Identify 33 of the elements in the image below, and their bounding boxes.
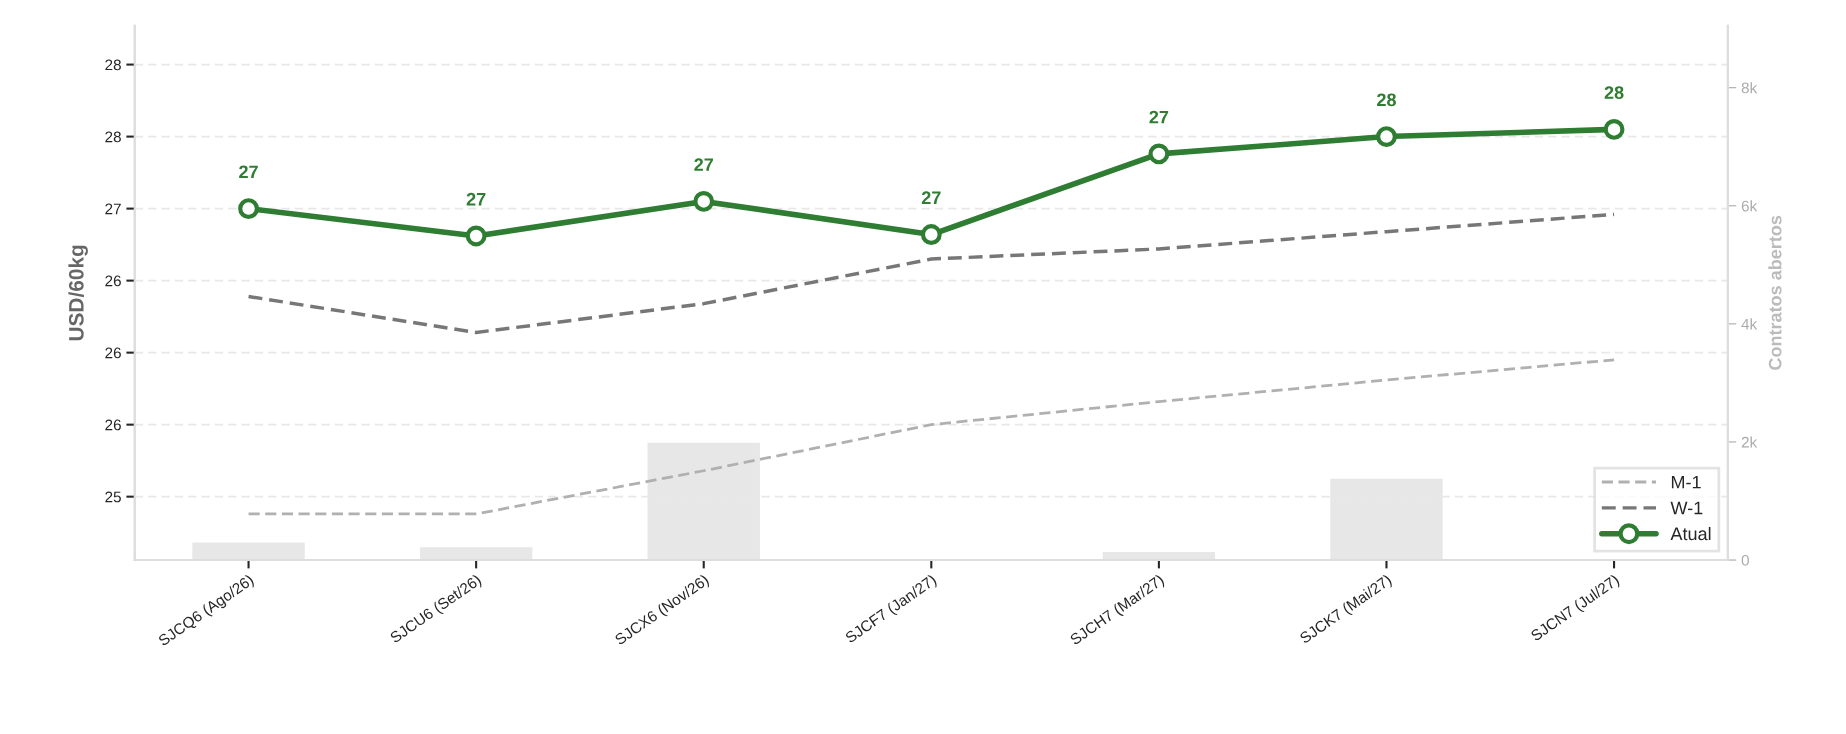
point [238,198,259,220]
data-label: 28 [1604,86,1624,100]
y-tick-label: 26 [105,275,121,287]
y2-tick-label: 4k [1741,318,1758,330]
data-label: 27 [694,158,713,171]
line-series [247,358,1616,516]
point [920,224,942,245]
legend-label: M-1 [1671,475,1701,489]
data-label: 27 [239,165,258,179]
y-tick-label: 27 [105,203,121,215]
y2-tick-label: 6k [1741,200,1758,212]
point [693,190,715,212]
point [1148,143,1170,165]
y-tick-label: 26 [105,419,121,431]
y2-tick-label: 2k [1741,436,1758,448]
point [1376,126,1397,148]
y2-tick-label: 8k [1741,82,1758,94]
y-tick-label: 25 [105,491,121,503]
legend-label: Atual [1670,526,1711,541]
y-tick-label: 28 [105,59,121,71]
point [1603,118,1625,140]
y-tick-label: 28 [105,131,121,143]
y2-tick-label: 0 [1741,554,1749,566]
data-label: 27 [921,191,941,204]
data-label: 27 [1149,110,1169,124]
point [465,225,487,247]
legend-label: W-1 [1670,501,1703,515]
data-label: 27 [466,192,486,206]
y2-axis-title: Contratos abertos [1768,215,1782,370]
data-label: 28 [1377,93,1396,107]
y-tick-label: 26 [105,347,121,359]
line-series [246,212,1616,335]
y-axis-title: USD/60kg [68,245,88,341]
